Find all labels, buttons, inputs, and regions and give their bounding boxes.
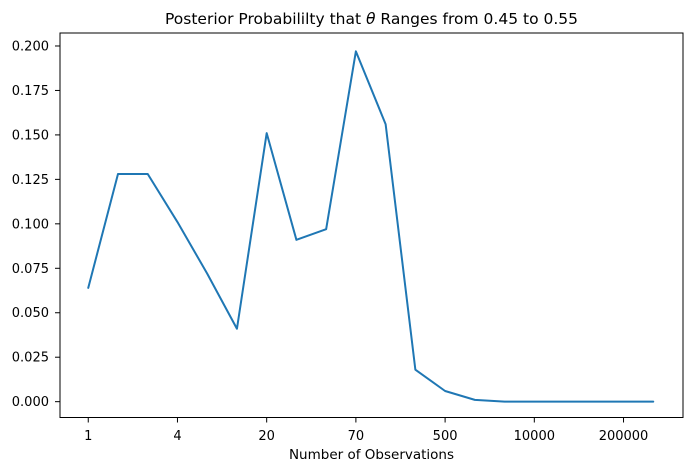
x-tick-label: 70: [348, 429, 365, 444]
x-tick-label: 10000: [514, 429, 555, 444]
series-line-posterior-probability: [87, 50, 655, 403]
x-tick-label: 4: [173, 429, 181, 444]
y-tick-label: 0.075: [12, 262, 49, 277]
y-tick-label: 0.050: [12, 306, 49, 321]
x-tick-label: 500: [433, 429, 458, 444]
x-tick-label: 200000: [599, 429, 649, 444]
y-tick-label: 0.200: [12, 39, 49, 54]
plot-border: [59, 32, 684, 418]
x-tick-label: 1: [84, 429, 92, 444]
y-tick-label: 0.175: [12, 84, 49, 99]
x-axis: 1 4 20 70 500 10000 200000: [84, 417, 649, 444]
y-tick-label: 0.025: [12, 351, 49, 366]
plot-frame: [59, 32, 684, 418]
y-tick-label: 0.125: [12, 173, 49, 188]
y-tick-label: 0.150: [12, 128, 49, 143]
data-series: [87, 50, 655, 403]
x-tick-label: 20: [258, 429, 275, 444]
y-tick-label: 0.000: [12, 395, 49, 410]
y-tick-label: 0.100: [12, 217, 49, 232]
x-axis-label: Number of Observations: [289, 447, 454, 463]
chart-title: Posterior Probabililty that θ Ranges fro…: [165, 10, 578, 28]
y-axis: 0.000 0.025 0.050 0.075 0.100 0.125 0.150 0.175…: [12, 39, 60, 410]
title-theta-symbol: θ: [366, 10, 376, 28]
